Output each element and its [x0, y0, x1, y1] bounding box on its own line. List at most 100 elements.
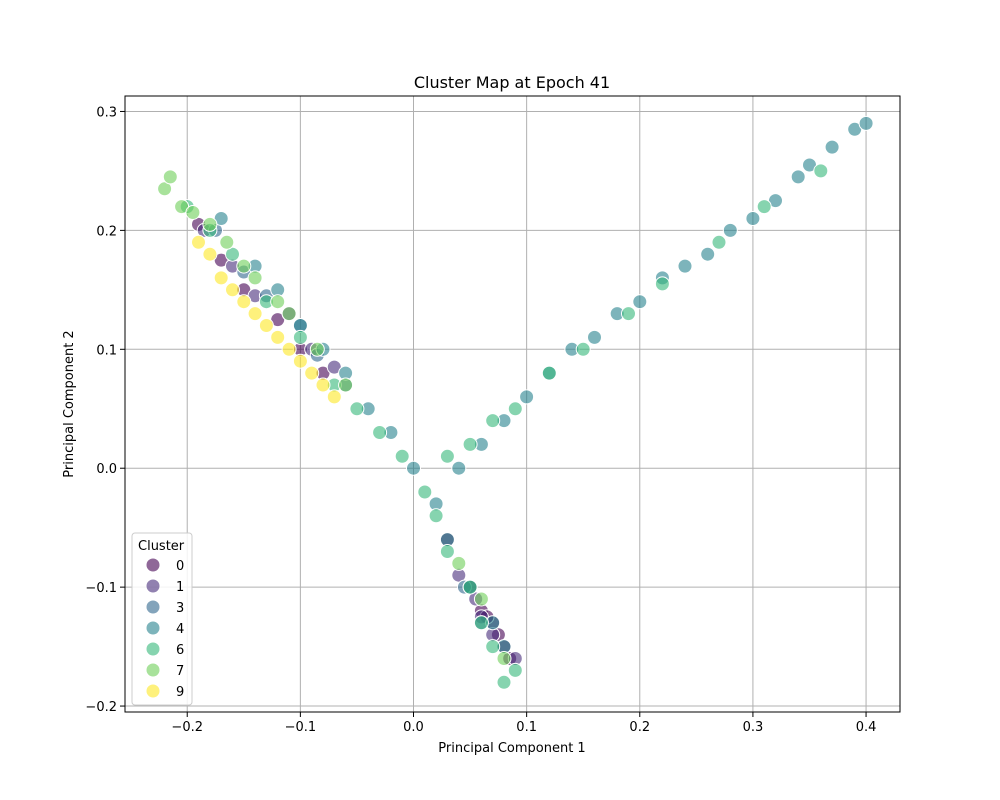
data-point-cluster-9: [270, 329, 286, 345]
data-point-cluster-4: [722, 222, 738, 238]
data-point-cluster-9: [315, 377, 331, 393]
legend-marker: [145, 557, 161, 573]
data-point-cluster-9: [213, 270, 229, 286]
data-point-cluster-6: [654, 276, 670, 292]
data-point-cluster-6: [439, 448, 455, 464]
data-point-cluster-6: [541, 365, 557, 381]
data-point-cluster-4: [587, 329, 602, 345]
x-tick-label: 0.4: [856, 720, 877, 735]
x-tick-label: 0.2: [629, 720, 650, 735]
data-point-cluster-7: [338, 377, 354, 393]
legend-label: 6: [176, 643, 184, 658]
data-point-cluster-4: [406, 460, 421, 476]
legend-box: [131, 532, 193, 706]
data-point-cluster-6: [428, 508, 444, 524]
data-point-cluster-4: [745, 211, 761, 226]
data-point-cluster-6: [507, 662, 523, 678]
data-point-cluster-4: [858, 115, 874, 131]
data-point-cluster-9: [225, 282, 240, 298]
data-point-cluster-6: [507, 401, 523, 417]
y-tick-label: 0.0: [96, 462, 117, 477]
x-tick-label: 0.3: [743, 720, 764, 735]
data-point-cluster-6: [485, 639, 501, 655]
y-axis-label: Principal Component 2: [62, 330, 77, 477]
data-point-cluster-7: [185, 205, 201, 220]
data-point-cluster-7: [496, 651, 512, 666]
data-points: [157, 115, 874, 690]
data-point-cluster-9: [236, 294, 252, 310]
data-point-cluster-9: [258, 318, 274, 333]
data-point-cluster-6: [462, 436, 478, 452]
data-point-cluster-7: [202, 216, 218, 232]
data-point-cluster-6: [485, 413, 501, 429]
data-point-cluster-6: [813, 163, 829, 179]
data-point-cluster-7: [247, 270, 263, 286]
data-point-cluster-7: [270, 294, 286, 310]
data-point-cluster-6: [394, 448, 410, 464]
data-point-cluster-4: [451, 460, 467, 476]
data-point-cluster-7: [281, 306, 297, 322]
plot-frame: [124, 95, 901, 713]
data-point-cluster-6: [473, 615, 489, 631]
data-point-cluster-6: [462, 579, 478, 595]
data-point-cluster-7: [157, 181, 173, 197]
data-point-cluster-6: [621, 306, 636, 322]
legend-marker: [145, 641, 161, 657]
x-tick-label: −0.2: [171, 720, 203, 735]
data-point-cluster-6: [575, 341, 591, 357]
data-point-cluster-9: [202, 246, 218, 262]
data-point-cluster-4: [519, 389, 535, 405]
data-point-cluster-7: [451, 555, 467, 571]
data-point-cluster-6: [292, 329, 308, 345]
data-point-cluster-7: [219, 234, 235, 250]
legend-label: 3: [176, 601, 184, 616]
data-point-cluster-6: [496, 674, 512, 690]
data-point-cluster-9: [292, 353, 308, 369]
x-tick-label: 0.1: [516, 720, 537, 735]
y-tick-label: −0.1: [85, 581, 117, 596]
data-point-cluster-4: [677, 258, 693, 274]
x-axis-label: Principal Component 1: [438, 741, 585, 756]
data-point-cluster-7: [309, 341, 325, 357]
x-tick-label: 0.0: [403, 720, 424, 735]
data-point-cluster-9: [304, 365, 320, 381]
data-point-cluster-7: [162, 169, 178, 185]
legend-marker: [145, 662, 161, 678]
data-point-cluster-7: [473, 591, 489, 607]
y-tick-label: 0.1: [96, 343, 117, 358]
data-point-cluster-6: [711, 234, 727, 250]
data-point-cluster-6: [439, 544, 455, 559]
legend-title: Cluster: [138, 539, 185, 554]
chart-title: Cluster Map at Epoch 41: [414, 73, 610, 92]
legend-marker: [145, 578, 161, 594]
data-point-cluster-4: [824, 139, 840, 155]
legend-marker: [145, 620, 161, 636]
y-tick-label: −0.2: [85, 700, 117, 715]
legend-label: 9: [176, 685, 184, 700]
y-tick-label: 0.3: [96, 105, 117, 120]
data-point-cluster-9: [247, 306, 263, 322]
legend-label: 1: [176, 580, 184, 595]
data-point-cluster-6: [372, 425, 388, 440]
legend-marker: [145, 599, 161, 615]
legend-label: 7: [176, 664, 184, 679]
data-point-cluster-9: [191, 234, 206, 250]
data-point-cluster-6: [349, 401, 365, 417]
data-point-cluster-6: [756, 199, 772, 215]
data-point-cluster-6: [417, 484, 433, 500]
grid-lines: [125, 96, 900, 712]
data-point-cluster-7: [236, 258, 252, 274]
data-point-cluster-9: [326, 389, 342, 405]
data-point-cluster-6: [225, 246, 240, 262]
legend-marker: [145, 683, 161, 699]
data-point-cluster-4: [700, 246, 716, 262]
data-point-cluster-4: [632, 294, 648, 310]
legend-label: 0: [176, 559, 184, 574]
data-point-cluster-4: [790, 169, 806, 185]
x-tick-label: −0.1: [285, 720, 317, 735]
legend: Cluster 0 1 3 4 6 7 9: [131, 532, 193, 706]
legend-label: 4: [176, 622, 184, 637]
y-tick-label: 0.2: [96, 224, 117, 239]
data-point-cluster-9: [281, 341, 297, 357]
